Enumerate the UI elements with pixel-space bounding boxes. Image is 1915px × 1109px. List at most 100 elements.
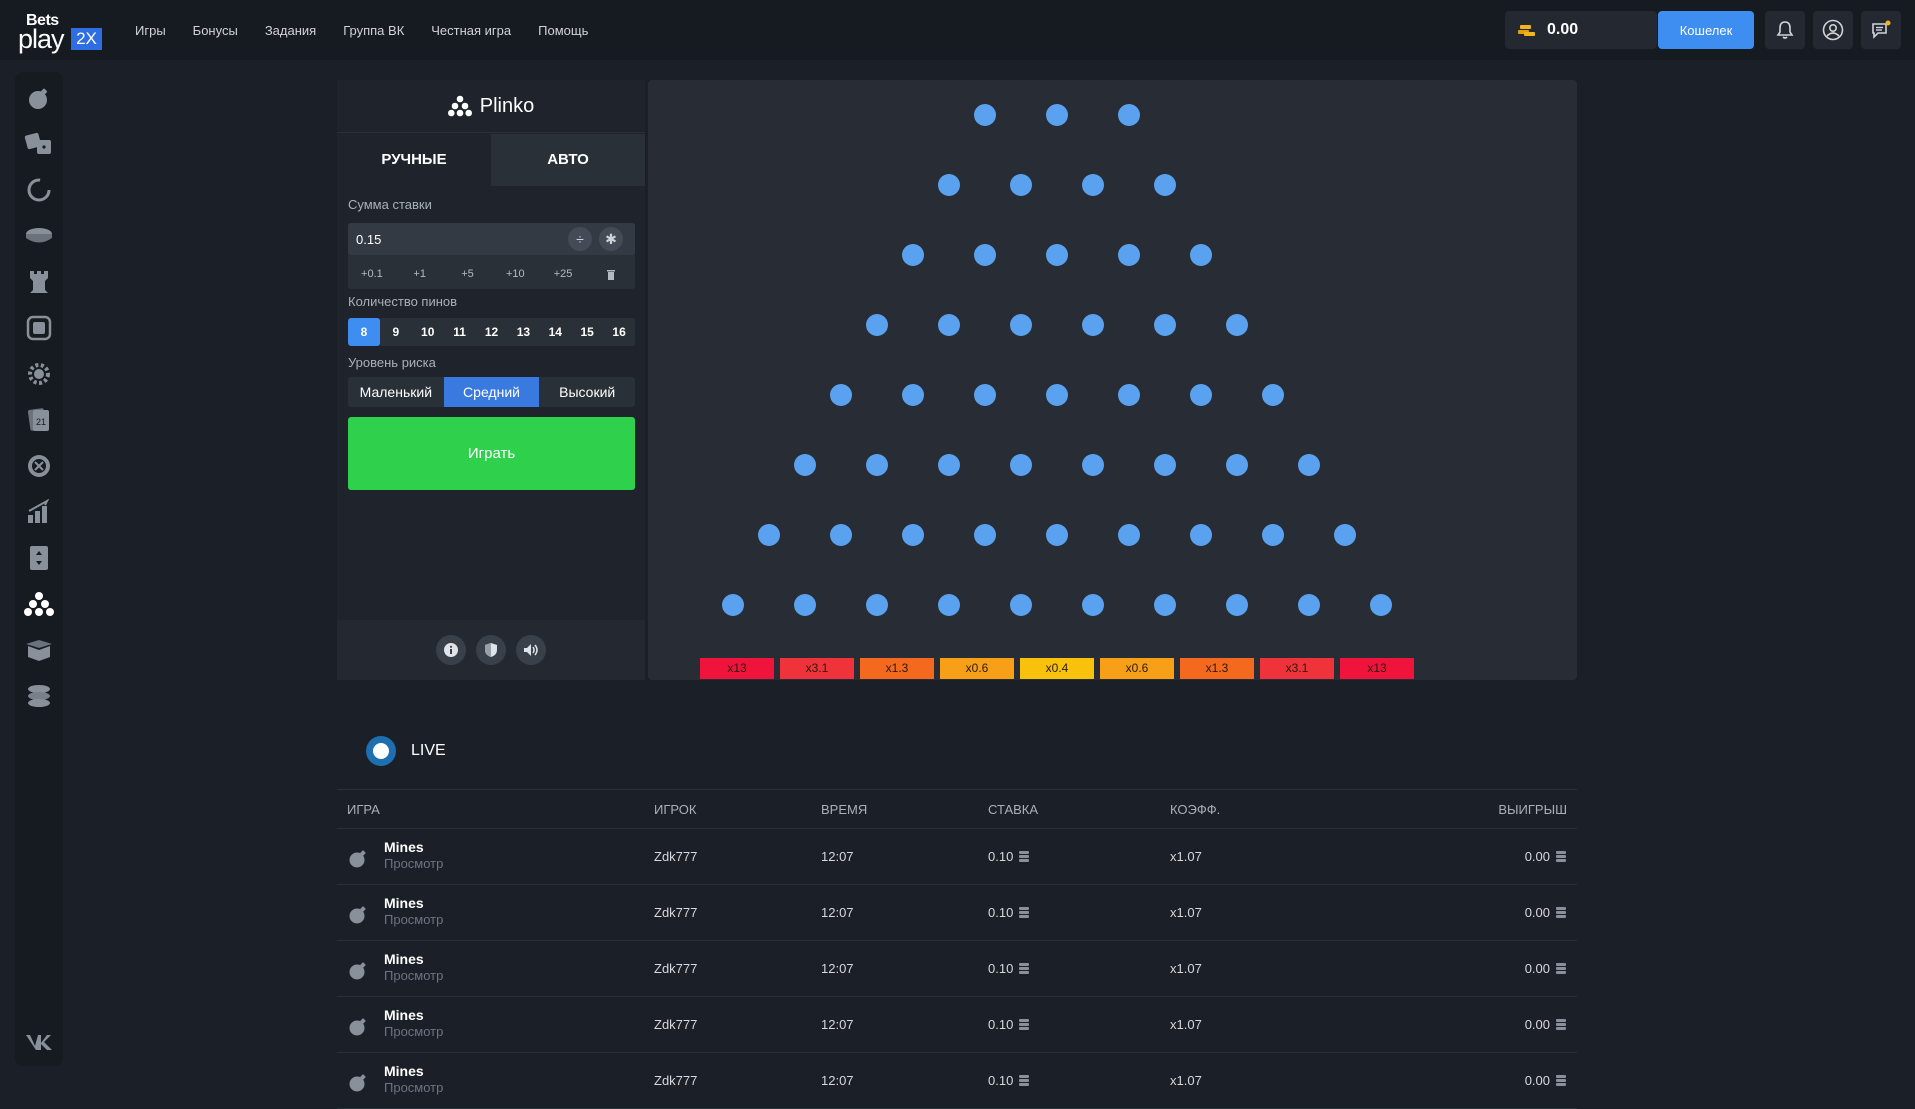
sidebar-item-dice[interactable] xyxy=(21,126,57,162)
sidebar-item-gear[interactable] xyxy=(21,356,57,392)
plinko-logo-icon xyxy=(447,95,472,117)
peg xyxy=(1262,524,1284,546)
row-view-link[interactable]: Просмотр xyxy=(384,968,444,983)
row-win: 0.00 xyxy=(1525,1073,1567,1088)
sidebar-item-mines[interactable] xyxy=(21,80,57,116)
nav-help[interactable]: Помощь xyxy=(538,22,589,38)
peg xyxy=(1046,104,1068,126)
sidebar-item-roulette[interactable] xyxy=(21,448,57,484)
nav-tasks[interactable]: Задания xyxy=(264,22,317,38)
divide-bet-button[interactable]: ÷ xyxy=(568,227,592,251)
quick-add-row: +0.1 +1 +5 +10 +25 xyxy=(348,263,635,285)
sidebar-item-hilo[interactable] xyxy=(21,540,57,576)
peg xyxy=(866,454,888,476)
col-coef: КОЭФФ. xyxy=(1170,802,1221,817)
logo-badge: 2X xyxy=(71,28,102,50)
sidebar-item-cases[interactable] xyxy=(21,632,57,668)
wheel-icon xyxy=(27,178,51,202)
peg xyxy=(1190,244,1212,266)
profile-button[interactable] xyxy=(1813,11,1853,49)
multiply-bet-button[interactable]: ✱ xyxy=(599,227,623,251)
row-bet: 0.10 xyxy=(988,1073,1030,1088)
play-button[interactable]: Играть xyxy=(348,417,635,490)
info-button[interactable] xyxy=(436,635,466,665)
row-game-name: Mines xyxy=(384,1063,424,1079)
quick-add-button[interactable]: +10 xyxy=(505,268,525,280)
peg xyxy=(1226,594,1248,616)
peg xyxy=(1118,384,1140,406)
sidebar-vk-link[interactable] xyxy=(21,1024,57,1060)
nav-fair-play[interactable]: Честная игра xyxy=(431,22,512,38)
notifications-button[interactable] xyxy=(1765,11,1805,49)
quick-add-button[interactable]: +0.1 xyxy=(361,268,383,280)
coin-icon xyxy=(26,228,52,243)
sidebar-item-wheel[interactable] xyxy=(21,172,57,208)
pin-option[interactable]: 11 xyxy=(453,325,466,339)
pin-option[interactable]: 10 xyxy=(421,325,435,339)
peg xyxy=(1226,454,1248,476)
sound-button[interactable] xyxy=(516,635,546,665)
row-time: 12:07 xyxy=(821,905,854,920)
sidebar-item-blackjack[interactable]: 21 xyxy=(21,402,57,438)
nav-vk-group[interactable]: Группа ВК xyxy=(343,22,405,38)
multiplier-bucket: x0.6 xyxy=(940,658,1014,679)
bomb-icon xyxy=(347,1071,369,1096)
sidebar-item-crash[interactable] xyxy=(21,494,57,530)
logo[interactable]: Bets play 2X xyxy=(18,12,104,54)
sidebar-item-coin[interactable] xyxy=(21,218,57,254)
game-title: Plinko xyxy=(337,80,645,133)
risk-low-button[interactable]: Маленький xyxy=(359,384,433,400)
row-view-link[interactable]: Просмотр xyxy=(384,1024,444,1039)
pegs-layer xyxy=(722,104,1392,616)
pin-option[interactable]: 8 xyxy=(348,318,380,346)
chat-button[interactable] xyxy=(1861,11,1901,49)
tab-auto[interactable]: АВТО xyxy=(491,134,645,186)
peg xyxy=(830,524,852,546)
sidebar-item-stack[interactable] xyxy=(21,678,57,714)
sidebar-item-keno[interactable] xyxy=(21,310,57,346)
row-view-link[interactable]: Просмотр xyxy=(384,856,444,871)
coin-stack-icon xyxy=(1019,1075,1030,1086)
peg xyxy=(1262,384,1284,406)
pin-option[interactable]: 15 xyxy=(580,325,594,339)
row-bet: 0.10 xyxy=(988,905,1030,920)
quick-add-button[interactable]: +25 xyxy=(553,268,573,280)
stack-icon xyxy=(28,685,50,707)
bet-amount-value: 0.15 xyxy=(356,232,382,247)
crash-icon xyxy=(28,499,50,523)
peg xyxy=(1046,524,1068,546)
coin-stack-icon xyxy=(1556,1075,1566,1086)
peg xyxy=(938,314,960,336)
peg xyxy=(1010,454,1032,476)
row-time: 12:07 xyxy=(821,1017,854,1032)
col-game: ИГРА xyxy=(347,802,380,817)
pin-option[interactable]: 16 xyxy=(612,325,626,339)
quick-add-button[interactable]: +1 xyxy=(413,268,426,280)
coins-icon xyxy=(1518,25,1535,36)
pin-option[interactable]: 14 xyxy=(548,325,562,339)
sidebar-item-tower[interactable] xyxy=(21,264,57,300)
pin-option[interactable]: 13 xyxy=(516,325,531,339)
tab-manual[interactable]: РУЧНЫЕ xyxy=(337,134,491,186)
risk-medium-button[interactable]: Средний xyxy=(443,377,540,407)
bet-amount-input[interactable]: 0.15 ÷ ✱ xyxy=(348,223,635,255)
row-game-name: Mines xyxy=(384,839,424,855)
row-view-link[interactable]: Просмотр xyxy=(384,912,444,927)
pin-option[interactable]: 12 xyxy=(484,325,499,339)
wallet-button[interactable]: Кошелек xyxy=(1658,11,1754,49)
clear-bet-button[interactable] xyxy=(587,263,635,285)
bomb-icon xyxy=(347,903,369,928)
pin-option[interactable]: 9 xyxy=(392,325,400,339)
plinko-icon xyxy=(24,592,54,616)
sidebar-item-plinko[interactable] xyxy=(21,586,57,622)
fairness-button[interactable] xyxy=(476,635,506,665)
quick-add-button[interactable]: +5 xyxy=(461,268,474,280)
bomb-icon xyxy=(347,847,369,872)
risk-high-button[interactable]: Высокий xyxy=(559,384,616,400)
nav-games[interactable]: Игры xyxy=(135,22,166,38)
row-view-link[interactable]: Просмотр xyxy=(384,1080,444,1095)
nav-bonuses[interactable]: Бонусы xyxy=(192,22,238,38)
peg xyxy=(794,454,816,476)
peg xyxy=(938,594,960,616)
main-nav: Игры Бонусы Задания Группа ВК Честная иг… xyxy=(135,0,588,60)
